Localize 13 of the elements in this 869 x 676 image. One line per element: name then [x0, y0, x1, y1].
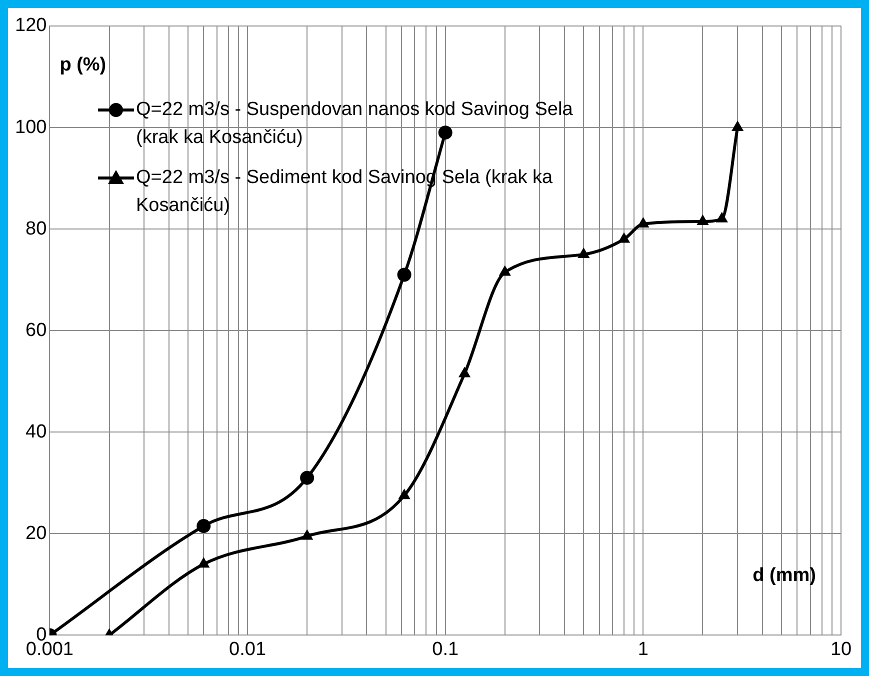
y-tick-label: 120	[15, 15, 47, 36]
y-tick-label: 20	[26, 522, 47, 544]
y-tick-label: 100	[15, 116, 47, 138]
y-tick-label: 40	[26, 421, 47, 442]
x-tick-label: 10	[830, 638, 852, 660]
x-axis-title: d (mm)	[752, 564, 816, 586]
y-tick-label: 80	[26, 218, 47, 240]
y-tick-label: 60	[26, 320, 47, 341]
x-tick-label: 0.1	[432, 638, 459, 660]
y-axis-title: p (%)	[60, 54, 106, 76]
legend-label: Q=22 m3/s - Suspendovan nanos kod Savinog Sela (krak ka Kosančiću)	[136, 98, 574, 150]
x-tick-label: 1	[638, 638, 648, 660]
x-tick-label: 0.01	[229, 638, 266, 660]
